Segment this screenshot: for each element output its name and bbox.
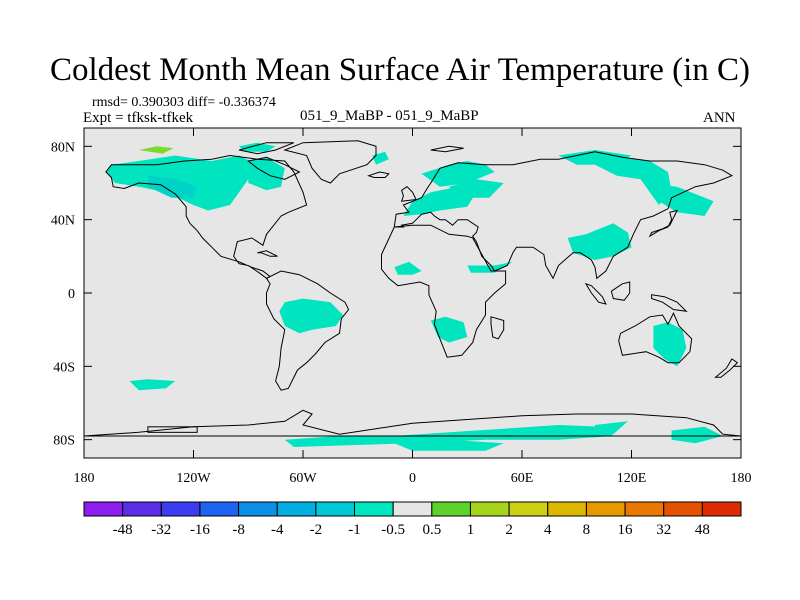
anomaly-region-southern-ocean-c — [595, 421, 628, 435]
colorbar-swatch — [508, 501, 549, 517]
period-subtitle: 051_9_MaBP - 051_9_MaBP — [300, 108, 479, 124]
anomaly-region-arabia — [467, 261, 513, 273]
coastline-iceland — [367, 171, 390, 178]
colorbar-swatch — [585, 501, 626, 517]
coastline-new-guinea — [651, 294, 688, 313]
colorbar-swatch — [354, 501, 394, 517]
coastline-ellesmere — [238, 142, 295, 155]
colorbar-label: 16 — [618, 522, 634, 538]
coastline-new-zealand — [714, 358, 739, 378]
rmsd-diff-stats: rmsd= 0.390303 diff= -0.336374 — [92, 95, 276, 110]
coastline-north-america — [105, 154, 308, 279]
colorbar-label: 2 — [505, 522, 513, 538]
lon-tick-label: 120E — [617, 471, 647, 486]
lat-tick-label: 40S — [53, 360, 75, 375]
colorbar-label: -16 — [190, 522, 210, 538]
colorbar-label: 32 — [656, 522, 671, 538]
colorbar-label: -1 — [348, 522, 361, 538]
anomaly-region-nw-america-core — [147, 175, 198, 198]
anomaly-region-southern-ocean-d — [671, 426, 723, 444]
anomaly-region-central-asia — [449, 179, 504, 198]
anomaly-region-southern-ocean-b — [394, 439, 504, 451]
colorbar-swatch — [83, 501, 124, 517]
coastline-japan — [648, 209, 679, 238]
anomaly-region-south-america — [279, 298, 344, 334]
coastline-britain — [400, 186, 417, 202]
lon-tick-label: 60W — [289, 471, 317, 486]
lon-tick-label: 180 — [74, 471, 95, 486]
lat-tick-label: 80S — [53, 434, 75, 449]
coastline-australia — [618, 312, 693, 364]
coastlines — [84, 140, 741, 437]
longitude-axis: 180 120W 60W 0 60E 120E 180 — [74, 128, 752, 486]
anomaly-region-east-siberia — [595, 157, 672, 205]
coastline-africa — [381, 224, 507, 358]
coastline-borneo — [610, 281, 631, 301]
outline-antarctic-shelf-box — [147, 426, 198, 433]
colorbar-swatch — [238, 501, 278, 517]
colorbar-label: 48 — [695, 522, 710, 538]
colorbar-swatch — [469, 501, 510, 517]
anomaly-region-south-pacific — [129, 379, 176, 391]
colorbar-swatch — [122, 501, 162, 517]
anomaly-region-ellesmere — [138, 146, 174, 154]
plot-title: Coldest Month Mean Surface Air Temperatu… — [50, 52, 750, 88]
colorbar-label: -32 — [151, 522, 171, 538]
colorbar-label: -0.5 — [381, 522, 405, 538]
lon-tick-label: 180 — [731, 471, 752, 486]
latitude-axis: 80N 40N 0 40S 80S — [51, 140, 741, 449]
coastline-svalbard — [430, 145, 464, 153]
colorbar: -48 -32 -16 -8 -4 -2 -1 -0.5 0.5 1 2 4 8 16 32 48 — [83, 501, 742, 538]
coastline-south-america — [265, 270, 350, 391]
colorbar-swatch — [392, 501, 433, 517]
coastline-greenland — [283, 140, 377, 184]
colorbar-label: 8 — [583, 522, 591, 538]
coastline-eurasia-africa — [393, 151, 734, 280]
lat-tick-label: 40N — [51, 214, 75, 229]
colorbar-swatch — [701, 501, 742, 517]
colorbar-label: -2 — [310, 522, 323, 538]
coastline-sumatra — [584, 282, 607, 305]
lon-tick-label: 120W — [176, 471, 211, 486]
colorbar-swatch — [547, 501, 587, 517]
colorbar-swatch — [276, 501, 317, 517]
coastline-cuba — [257, 250, 278, 257]
anomaly-region-arctic-canada — [239, 142, 276, 152]
lon-tick-label: 0 — [409, 471, 416, 486]
colorbar-label: -8 — [232, 522, 245, 538]
colorbar-label: 1 — [467, 522, 475, 538]
anomaly-region-australia — [653, 322, 687, 367]
anomaly-region-scandinavia — [421, 161, 495, 187]
anomaly-region-southern-africa — [430, 316, 468, 343]
colorbar-swatch — [199, 501, 240, 517]
colorbar-swatch — [315, 501, 356, 517]
lat-tick-label: 80N — [51, 140, 75, 155]
colorbar-label: 0.5 — [422, 522, 441, 538]
colorbar-label: 4 — [544, 522, 552, 538]
colorbar-swatch — [431, 501, 471, 517]
colorbar-swatch — [160, 501, 201, 517]
anomaly-region-northeast-asia — [646, 183, 714, 216]
season-label: ANN — [703, 110, 736, 126]
colorbar-swatch — [663, 501, 703, 517]
lat-tick-label: 0 — [68, 287, 75, 302]
anomaly-region-china — [567, 223, 632, 260]
coastline-baffin — [247, 156, 301, 180]
experiment-label: Expt = tfksk-tfkek — [83, 110, 194, 126]
colorbar-label: -48 — [113, 522, 133, 538]
lon-tick-label: 60E — [511, 471, 534, 486]
coastline-madagascar — [490, 316, 505, 340]
anomaly-region-sahara — [394, 261, 422, 275]
coastline-antarctica — [84, 409, 741, 437]
colorbar-label: -4 — [271, 522, 284, 538]
colorbar-swatch — [624, 501, 665, 517]
